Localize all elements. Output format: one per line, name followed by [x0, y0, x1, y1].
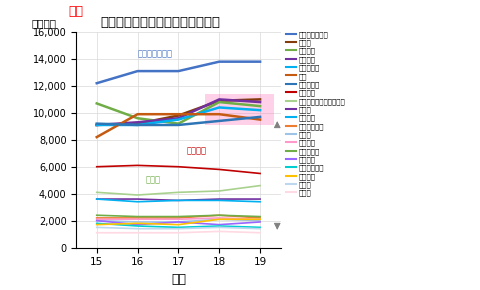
Text: 長谷エ: 長谷エ	[145, 175, 160, 184]
X-axis label: 年度: 年度	[170, 273, 186, 286]
Text: 大東建託: 大東建託	[186, 146, 206, 155]
Legend: 大和ハウス工業, 大林組, 清水建設, 大成建設, 竹中工務店, 鹿島, 積水ハウス, 大東建託, 長谷エコーポレーション, フジタ, 戸田建設, 三井住友建設: 大和ハウス工業, 大林組, 清水建設, 大成建設, 竹中工務店, 鹿島, 積水ハ…	[286, 31, 345, 196]
Text: マ！: マ！	[68, 5, 83, 18]
Y-axis label: （億円）: （億円）	[31, 18, 56, 28]
Text: 大和ハウス工業: 大和ハウス工業	[137, 49, 172, 58]
Text: 建設会社の建築部門の売上高推移: 建設会社の建築部門の売上高推移	[101, 17, 220, 30]
Bar	[204, 94, 274, 125]
